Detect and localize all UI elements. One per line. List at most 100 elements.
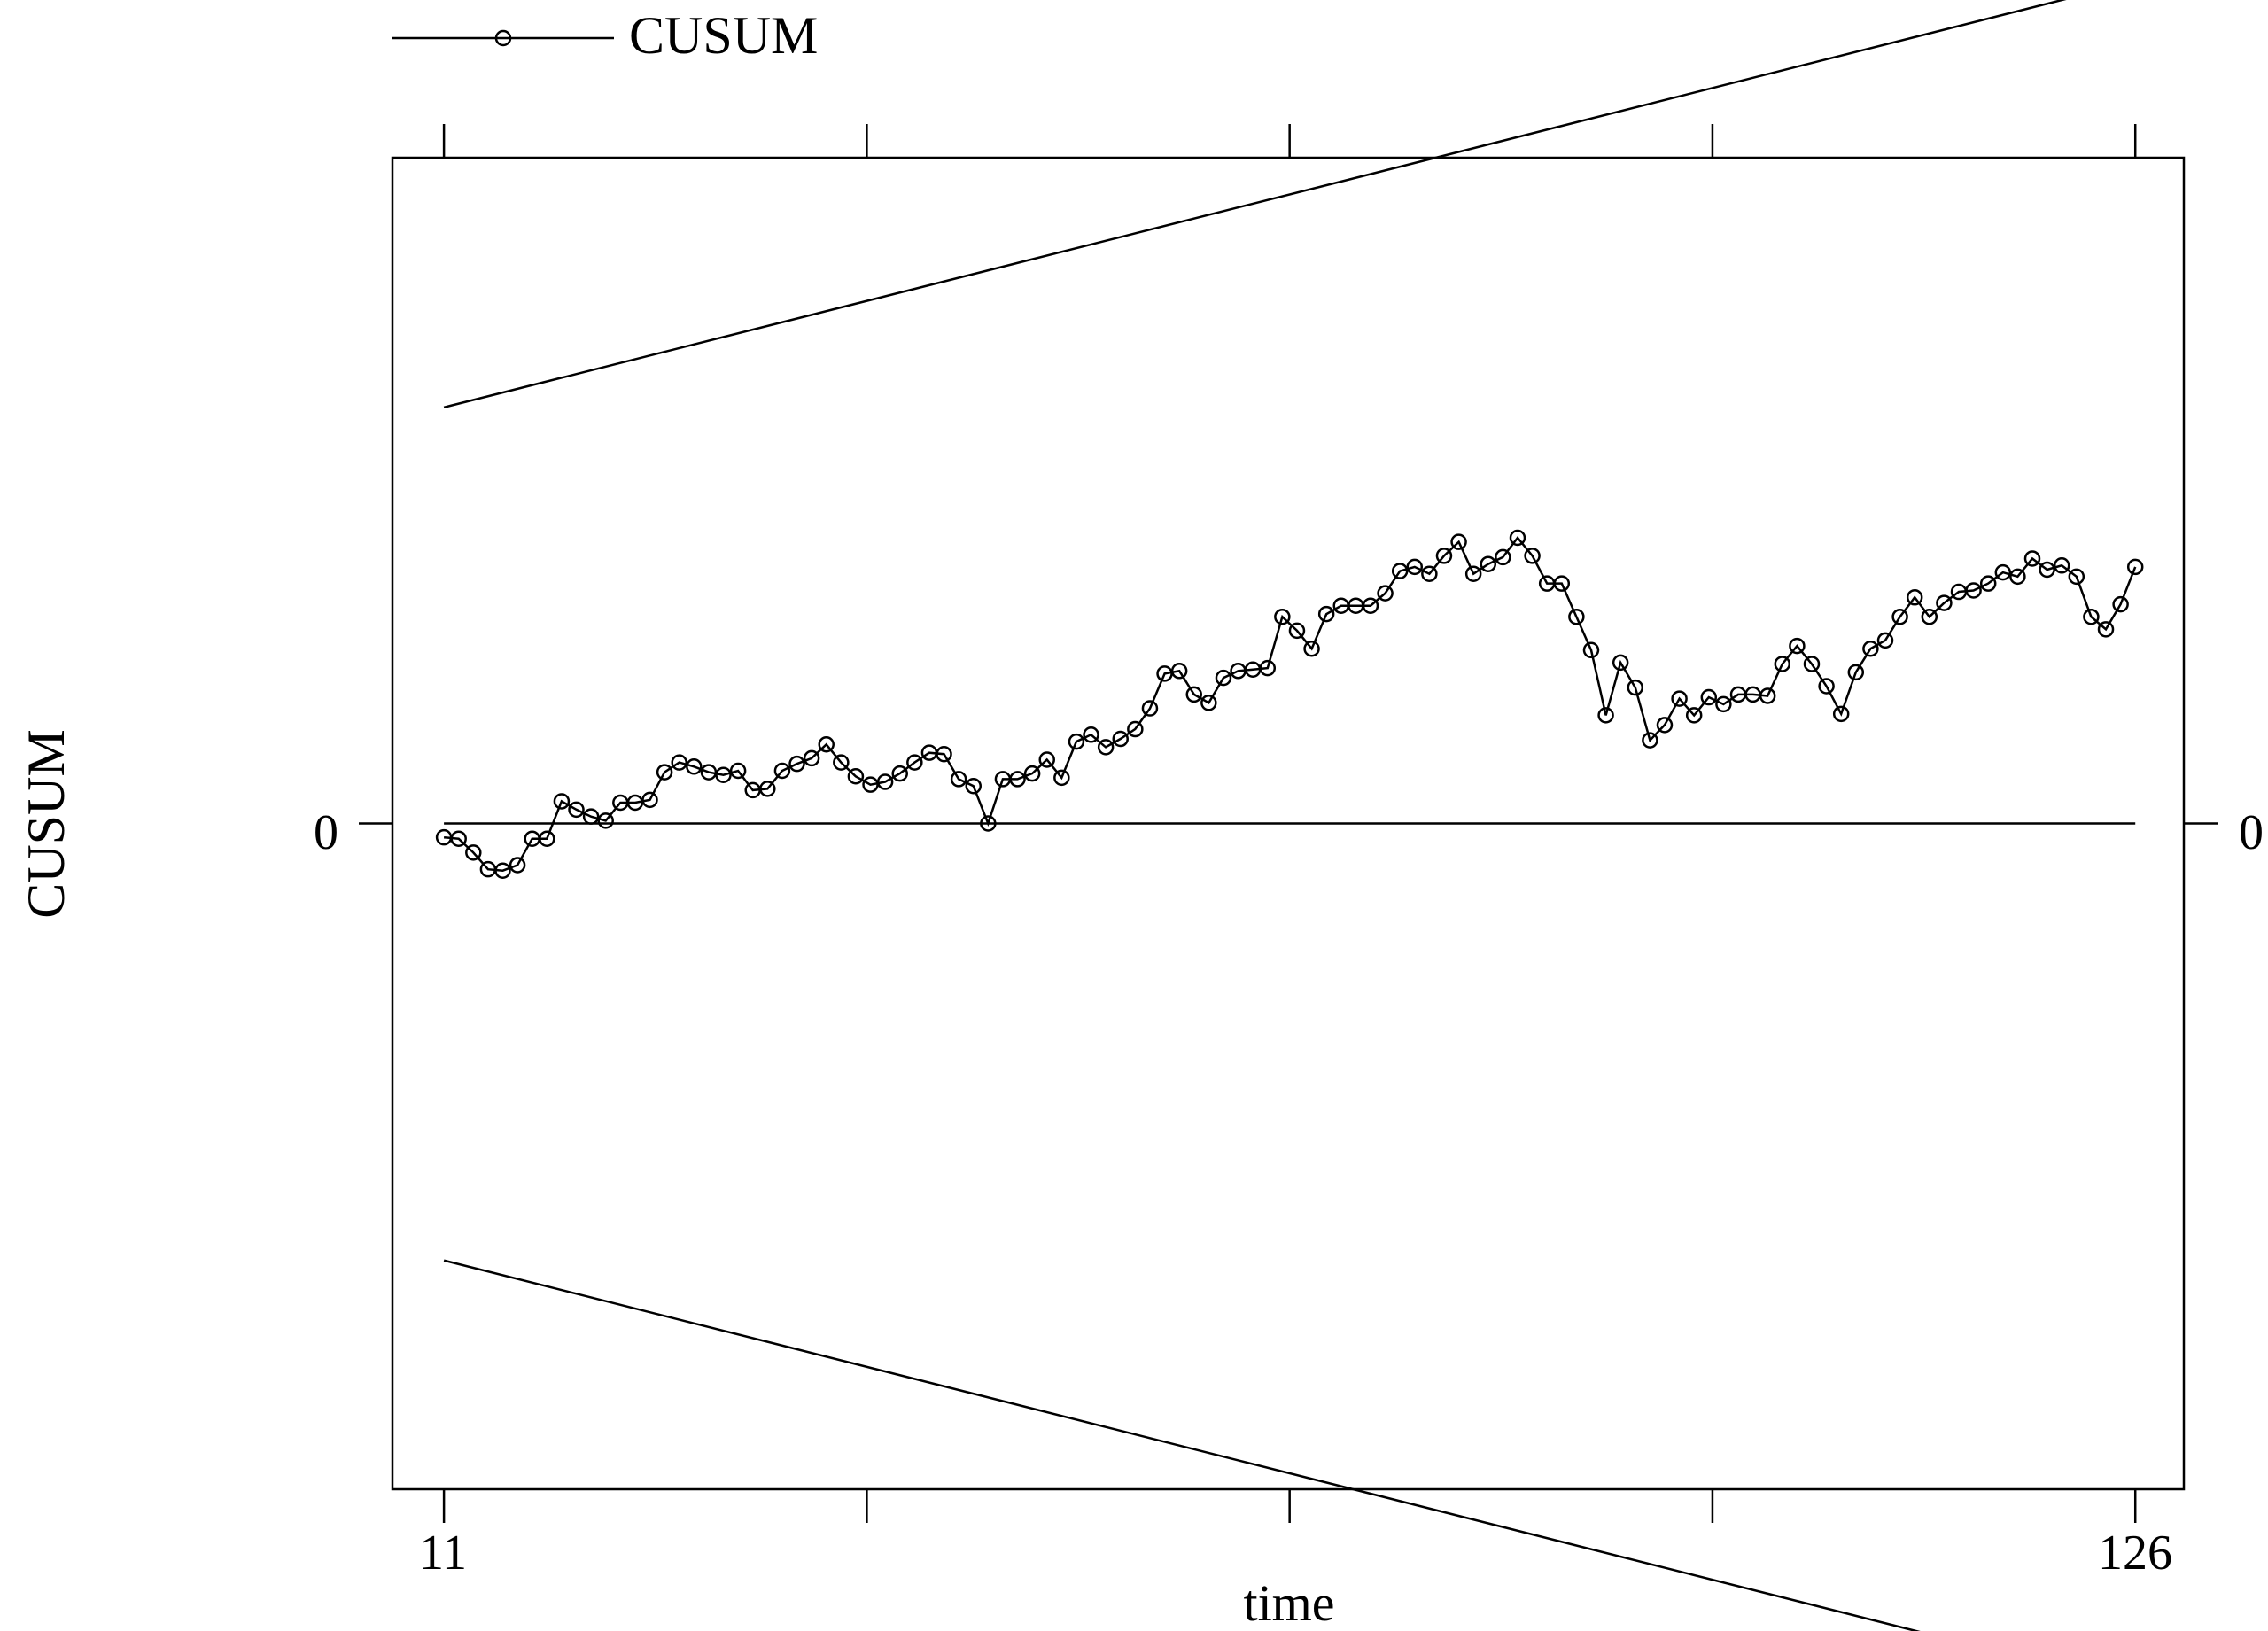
data-point	[1627, 679, 1644, 696]
data-point	[1450, 533, 1467, 550]
data-point	[1612, 654, 1629, 672]
data-point	[1759, 687, 1776, 704]
legend-marker-sample	[494, 29, 512, 47]
data-point	[1127, 720, 1144, 738]
data-point	[1141, 700, 1159, 717]
data-point	[1038, 751, 1055, 768]
data-point	[1832, 705, 1850, 723]
data-point	[1568, 608, 1585, 625]
data-point	[1715, 695, 1732, 713]
data-point	[1391, 563, 1409, 579]
data-point	[597, 812, 614, 829]
data-point	[980, 815, 997, 832]
x-axis-label: time	[1243, 1574, 1334, 1631]
data-point	[1789, 637, 1806, 655]
data-point	[1274, 608, 1291, 625]
data-point	[686, 758, 703, 775]
data-point	[2053, 557, 2070, 574]
data-point	[1112, 730, 1129, 748]
data-point	[715, 766, 732, 783]
data-point	[965, 777, 982, 795]
data-point	[906, 754, 923, 771]
series-layer	[435, 529, 2144, 879]
data-point	[2039, 561, 2055, 579]
data-point	[465, 844, 482, 861]
data-point	[833, 754, 850, 771]
data-point	[656, 764, 673, 781]
data-point	[1053, 769, 1070, 787]
data-point	[1818, 678, 1835, 695]
data-point	[2126, 558, 2144, 576]
data-point	[1377, 585, 1394, 602]
series-line-cusum	[443, 535, 2137, 872]
data-point	[1685, 707, 1703, 724]
data-point	[1803, 656, 1821, 672]
legend: CUSUM	[392, 6, 818, 65]
axis-ticks	[359, 124, 2218, 1523]
data-point	[1524, 548, 1541, 564]
data-point	[450, 830, 467, 847]
data-point	[1464, 565, 1482, 582]
data-point	[1200, 695, 1217, 711]
data-point	[1362, 597, 1379, 614]
data-point	[1480, 555, 1497, 572]
data-point	[1303, 640, 1320, 657]
data-point	[1862, 640, 1879, 657]
data-point	[1406, 558, 1424, 576]
data-point	[1009, 771, 1026, 788]
data-point	[1597, 707, 1614, 724]
upper-boundary-line	[443, 0, 2067, 409]
data-point	[641, 791, 658, 809]
data-point	[729, 762, 747, 780]
data-point	[876, 773, 894, 790]
data-point	[1847, 664, 1865, 681]
data-point	[773, 762, 791, 780]
data-point	[1656, 717, 1674, 734]
data-point	[671, 754, 687, 771]
data-point	[1097, 739, 1115, 756]
data-point	[1170, 663, 1188, 680]
boundary-layer	[443, 0, 2136, 1631]
data-point	[1642, 732, 1658, 749]
data-point	[1700, 688, 1718, 706]
data-point	[2097, 621, 2115, 638]
data-point	[1435, 548, 1453, 564]
data-point	[1259, 659, 1277, 677]
data-point	[1421, 565, 1438, 582]
data-point	[1994, 563, 2012, 581]
data-point	[1068, 733, 1085, 750]
data-point	[1876, 632, 1894, 649]
data-point	[1215, 669, 1232, 687]
data-point	[1936, 594, 1953, 611]
data-point	[494, 862, 511, 879]
data-point	[1185, 686, 1203, 703]
data-point	[950, 771, 967, 788]
legend-label: CUSUM	[629, 6, 818, 65]
data-point	[1495, 548, 1511, 566]
data-point	[2023, 550, 2041, 567]
data-point	[2083, 608, 2100, 625]
lower-boundary-line	[443, 1259, 1921, 1631]
data-point	[509, 857, 526, 874]
data-point	[1921, 608, 1938, 625]
data-point	[1317, 605, 1335, 623]
data-point	[847, 768, 865, 785]
data-point	[1979, 575, 1997, 592]
data-point	[2009, 568, 2026, 586]
y-tick-label-right: 0	[2239, 805, 2264, 860]
x-tick-label-first: 11	[419, 1526, 467, 1581]
y-axis-label: CUSUM	[17, 729, 75, 918]
data-point	[2112, 595, 2129, 613]
data-point	[2068, 568, 2085, 586]
data-point	[1509, 529, 1526, 547]
data-point	[803, 749, 820, 767]
data-point	[818, 736, 835, 753]
data-point	[1553, 575, 1571, 592]
data-point	[1671, 690, 1688, 707]
y-tick-label-left: 0	[314, 805, 338, 860]
data-point	[1582, 641, 1600, 659]
data-point	[1891, 608, 1908, 625]
data-point	[582, 808, 600, 825]
data-point	[553, 793, 571, 810]
